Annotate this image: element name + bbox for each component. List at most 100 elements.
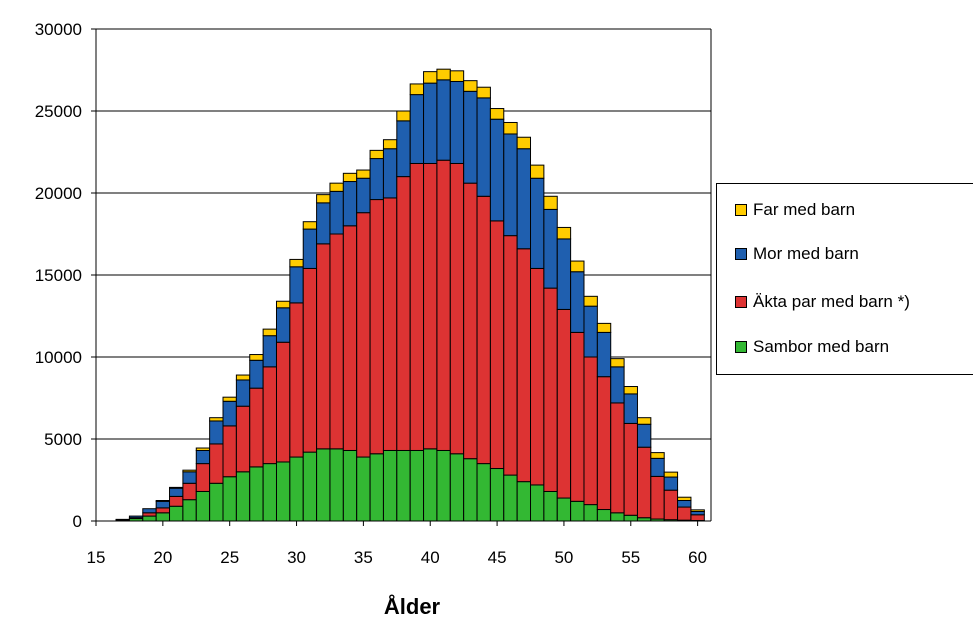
bar-segment-51-s0 [570,500,585,522]
bar-segment-47-s1 [516,248,532,483]
x-tick-label: 60 [688,548,707,567]
legend-item-mor: Mor med barn [735,243,859,265]
bar-segment-28-s2 [262,335,277,368]
x-tick-label: 40 [421,548,440,567]
bar-segment-33-s3 [329,182,344,192]
bar-segment-48-s0 [530,484,545,522]
bar-segment-45-s3 [489,108,505,120]
bar-segment-22-s3 [182,469,197,473]
bar-segment-31-s2 [302,228,318,269]
bar-segment-52-s3 [583,295,598,307]
bar-segment-44-s3 [476,86,491,99]
bar-segment-32-s0 [316,448,331,522]
bar-segment-28-s3 [262,328,277,337]
x-axis-title: Ålder [384,593,441,619]
x-tick-label: 20 [153,548,172,567]
bar-segment-44-s0 [476,463,491,522]
bar-segment-54-s1 [610,402,625,514]
bar-segment-53-s1 [596,376,612,511]
bar-segment-25-s3 [222,396,237,402]
bar-segment-24-s3 [209,417,224,422]
bar-segment-24-s1 [209,443,224,484]
bar-segment-46-s1 [503,235,518,476]
bar-segment-21-s3 [169,486,184,489]
bar-segment-34-s0 [342,449,358,522]
bar-segment-30-s0 [289,456,304,522]
bar-segment-26-s3 [235,374,251,381]
bar-segment-56-s3 [636,417,652,425]
bar-segment-29-s0 [275,461,291,522]
bar-segment-41-s1 [436,159,451,451]
bar-segment-30-s3 [289,258,304,268]
y-tick-label: 0 [73,512,82,531]
bar-segment-21-s0 [169,505,184,522]
bar-segment-43-s1 [463,182,478,460]
bar-segment-31-s3 [302,221,318,230]
bar-segment-19-s0 [142,515,157,522]
x-tick-label: 45 [488,548,507,567]
bar-segment-33-s1 [329,233,344,450]
bar-segment-48-s3 [530,164,545,179]
bar-segment-52-s1 [583,356,598,506]
legend-label-far: Far med barn [753,200,856,219]
bar-segment-49-s3 [543,195,558,210]
y-tick-label: 15000 [35,266,82,285]
bar-segment-39-s2 [409,94,425,164]
bar-segment-49-s2 [543,208,558,289]
bar-segment-26-s2 [235,379,251,407]
bar-segment-48-s1 [530,267,545,486]
y-tick-label: 30000 [35,20,82,39]
bar-segment-29-s2 [275,307,291,343]
bar-segment-48-s2 [530,177,545,269]
bar-segment-32-s2 [316,202,331,245]
bar-segment-34-s3 [342,172,358,183]
bar-segment-39-s0 [409,449,425,522]
bar-segment-28-s1 [262,366,277,465]
bar-segment-26-s1 [235,405,251,473]
bar-segment-22-s0 [182,499,197,522]
bar-segment-27-s2 [249,359,264,389]
bar-segment-24-s2 [209,420,224,445]
bar-segment-29-s1 [275,341,291,463]
bar-segment-20-s0 [155,512,171,522]
bar-segment-20-s2 [155,500,171,509]
bar-segment-34-s1 [342,225,358,451]
bar-segment-28-s0 [262,463,277,522]
bar-segment-60-s1 [690,514,705,522]
bar-segment-47-s2 [516,148,532,250]
bar-segment-52-s2 [583,305,598,358]
bar-segment-50-s3 [556,226,572,240]
bar-segment-37-s2 [382,148,398,199]
bar-segment-27-s0 [249,466,264,522]
bar-segment-29-s3 [275,300,291,309]
bar-segment-58-s1 [663,489,679,521]
bar-segment-42-s2 [449,80,465,164]
bar-segment-42-s3 [449,70,465,82]
y-tick-labels: 0 5000 10000 15000 20000 25000 30000 [35,20,82,531]
legend: Far med barn Mor med barn Äkta par med b… [716,183,973,375]
bar-segment-38-s0 [396,449,411,522]
legend-item-sambor: Sambor med barn [735,336,889,358]
bar-segment-32-s1 [316,243,331,450]
legend-swatch-mor [735,248,747,260]
bar-segment-47-s0 [516,481,532,522]
legend-label-sambor: Sambor med barn [753,337,890,356]
x-tick-label: 55 [621,548,640,567]
bar-segment-44-s1 [476,195,491,465]
bar-segment-43-s3 [463,80,478,92]
bar-segment-30-s2 [289,266,304,304]
bar-segment-55-s1 [623,422,638,516]
legend-label-akta: Äkta par med barn *) [753,292,910,311]
bar-segment-31-s0 [302,451,318,522]
y-tick-label: 20000 [35,184,82,203]
bar-segment-36-s3 [369,149,384,160]
bar-segment-43-s0 [463,458,478,522]
bar-segment-26-s0 [235,471,251,522]
bar-segment-38-s1 [396,176,411,451]
bar-segment-33-s2 [329,190,344,235]
x-tick-labels: 15 20 25 30 35 40 45 50 55 60 [87,548,708,567]
bar-segment-35-s0 [356,456,371,522]
bar-segment-54-s2 [610,366,625,404]
bar-segment-32-s3 [316,194,331,204]
